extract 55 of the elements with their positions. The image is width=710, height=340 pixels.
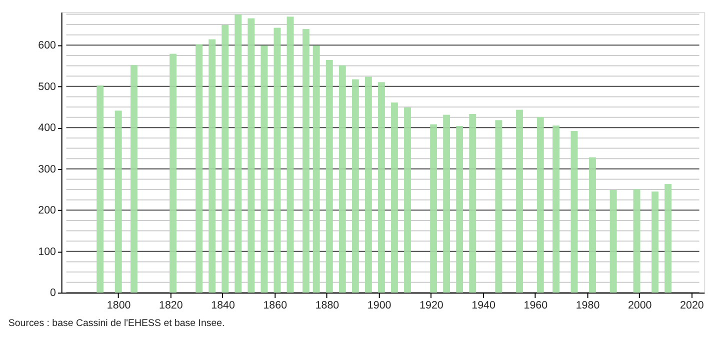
y-tick-label: 600 [38, 40, 56, 52]
x-tick-label: 1940 [472, 300, 496, 312]
bar [570, 130, 578, 293]
source-note: Sources : base Cassini de l'EHESS et base Insee. [8, 318, 225, 329]
y-tick-label: 0 [50, 287, 56, 300]
bar [469, 114, 476, 293]
bar [286, 16, 294, 293]
x-tick-label: 1920 [420, 300, 444, 312]
x-tick-label: 1860 [263, 300, 288, 312]
bar [196, 44, 202, 293]
bar [114, 110, 122, 293]
bar [208, 39, 216, 293]
bar [589, 157, 596, 293]
bar [430, 124, 437, 293]
x-tick-label: 1820 [159, 300, 183, 312]
bar [170, 54, 176, 293]
bar [391, 102, 398, 293]
x-tick-label: 1840 [211, 300, 235, 312]
x-tick-label: 1900 [367, 300, 392, 312]
bar [365, 76, 372, 293]
bar [495, 120, 502, 293]
bar [222, 24, 229, 293]
bar [260, 46, 268, 293]
bar [312, 46, 320, 293]
x-tick-label: 1880 [315, 300, 340, 312]
x-tick-label: 1960 [524, 300, 548, 312]
bar [633, 189, 640, 293]
bar [552, 126, 560, 293]
bar [378, 82, 385, 293]
y-tick-label: 200 [38, 204, 56, 217]
bar [404, 107, 411, 293]
bar [248, 18, 255, 293]
bar [652, 192, 658, 293]
bar [326, 60, 333, 293]
y-tick-label: 400 [38, 122, 56, 134]
y-tick-label: 100 [38, 246, 56, 258]
bar [352, 79, 359, 293]
x-tick-label: 2020 [680, 300, 704, 312]
bar [302, 29, 310, 293]
bar [96, 86, 104, 293]
bar [456, 126, 464, 293]
y-tick-label: 500 [38, 80, 56, 93]
bar [443, 114, 450, 293]
x-tick-label: 2000 [628, 300, 652, 312]
x-tick-label: 1980 [576, 300, 600, 312]
bar [338, 65, 346, 293]
bar [664, 184, 672, 293]
bar [536, 116, 544, 293]
bar [610, 190, 617, 293]
bar [274, 28, 281, 293]
bar [130, 64, 138, 293]
y-tick-label: 300 [38, 163, 56, 176]
x-tick-label: 1800 [106, 300, 131, 312]
bar [234, 14, 242, 293]
bar [516, 110, 523, 293]
